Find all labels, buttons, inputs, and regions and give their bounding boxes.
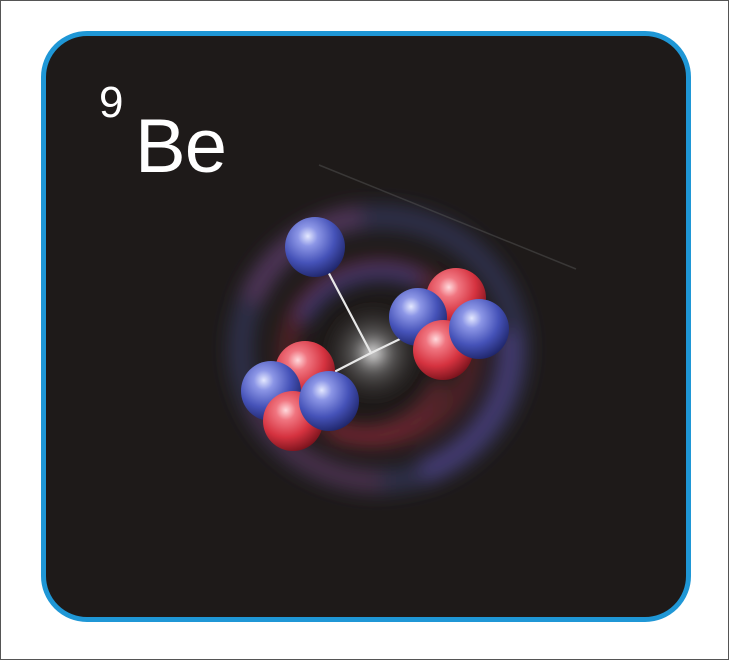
neutron bbox=[299, 371, 359, 431]
mass-number: 9 bbox=[99, 78, 124, 127]
motion-streak bbox=[318, 164, 577, 270]
element-symbol: Be bbox=[135, 104, 227, 189]
alpha-cluster-right bbox=[389, 268, 509, 380]
alpha-cluster-left bbox=[241, 341, 359, 451]
halo-neutron bbox=[285, 217, 345, 277]
neutron bbox=[449, 299, 509, 359]
